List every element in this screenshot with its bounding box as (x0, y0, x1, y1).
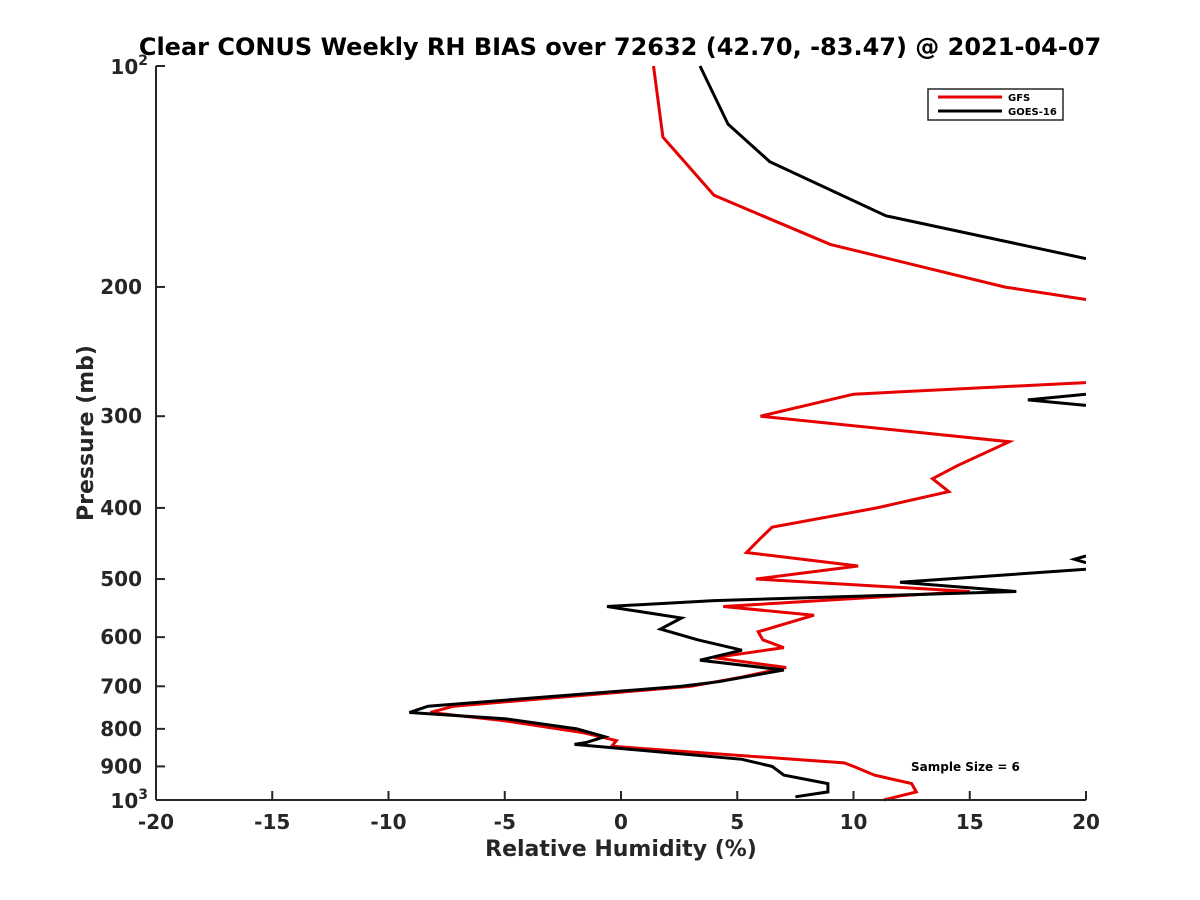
axes: -20 -15 -10 -5 0 5 10 15 20 102 200 300 400 500 600 700… (100, 53, 1100, 834)
x-tick-label: 5 (730, 810, 744, 834)
x-tick-label: 0 (614, 810, 628, 834)
chart-title: Clear CONUS Weekly RH BIAS over 72632 (4… (139, 33, 1101, 61)
legend-label-goes-16: GOES-16 (1008, 107, 1057, 118)
legend-label-gfs: GFS (1008, 93, 1030, 104)
x-tick-label: -5 (494, 810, 516, 834)
x-tick-label: -20 (138, 810, 174, 834)
x-tick-label: -15 (254, 810, 290, 834)
legend-box (927, 88, 1064, 121)
y-axis-label: Pressure (mb) (74, 345, 99, 521)
x-axis-label: Relative Humidity (%) (485, 837, 757, 862)
y-tick-label: 102 (110, 53, 148, 79)
series-layer (408, 65, 1086, 802)
legend: GFS GOES-16 (927, 88, 1064, 121)
x-tick-label: 10 (840, 810, 868, 834)
sample-size-annotation: Sample Size = 6 (911, 760, 1020, 774)
y-tick-label: 103 (110, 787, 148, 813)
y-tick-label: 200 (100, 275, 142, 299)
y-tick-label: 400 (100, 496, 142, 520)
x-tick-label: -10 (370, 810, 406, 834)
y-tick-label: 300 (100, 404, 142, 428)
y-tick-label: 600 (100, 625, 142, 649)
y-tick-label: 900 (100, 754, 142, 778)
x-tick-label: 20 (1072, 810, 1100, 834)
series-line-goes-16 (408, 65, 1086, 799)
y-tick-label: 800 (100, 717, 142, 741)
x-tick-label: 15 (956, 810, 984, 834)
series-line-gfs (430, 65, 1086, 802)
y-tick-label: 700 (100, 674, 142, 698)
y-tick-label: 500 (100, 567, 142, 591)
